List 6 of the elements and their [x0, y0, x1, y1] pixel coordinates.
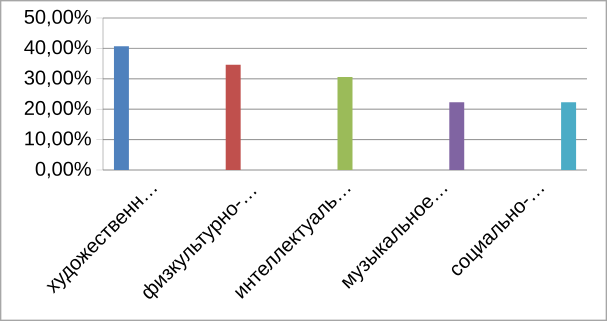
y-tick-label: 40,00% — [24, 40, 91, 57]
y-tick-label: 10,00% — [25, 131, 91, 148]
y-tick-label: 0,00% — [36, 162, 91, 178]
y-tick-label: 30,00% — [24, 70, 91, 88]
y-tick-label: 50,00% — [24, 10, 91, 26]
y-tick-label: 20,00% — [24, 100, 91, 118]
